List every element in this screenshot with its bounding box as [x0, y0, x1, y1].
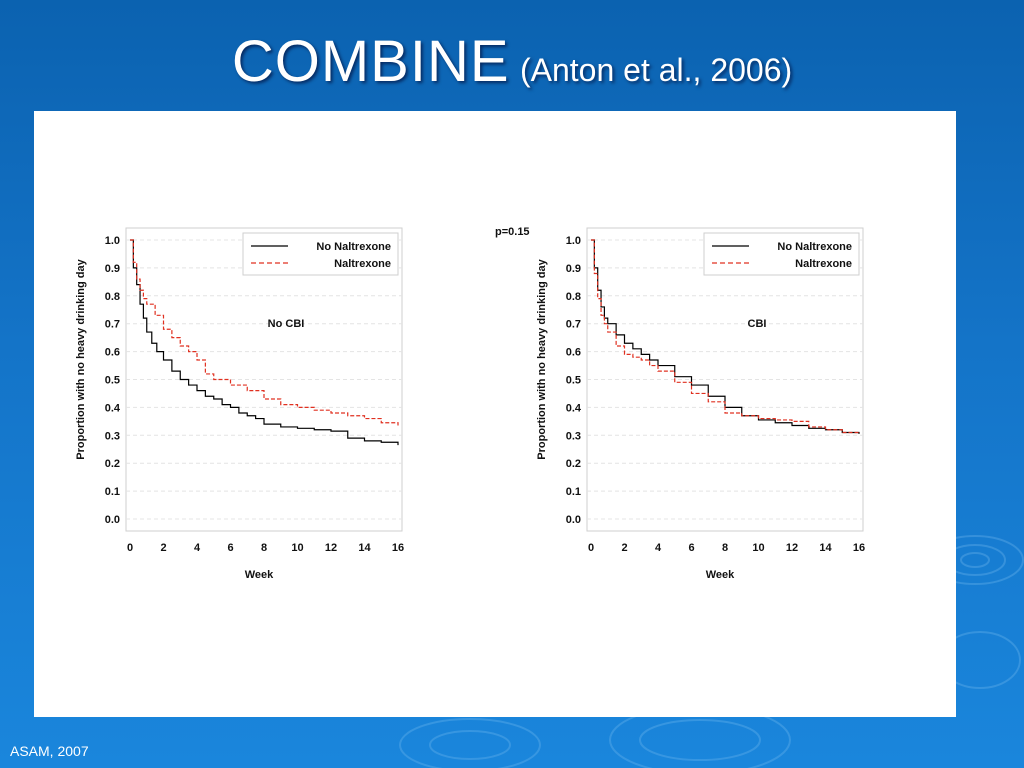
x-tick-label: 6: [227, 542, 233, 554]
y-tick-label: 0.6: [105, 347, 120, 359]
y-tick-label: 0.0: [566, 514, 581, 526]
chart-1: 0.0 0.1 0.2 0.3 0.4 0.5 0.6 0.7 0.8 0.9 1.0 0 2 4 6 8 10…: [75, 227, 404, 581]
y-tick-label: 0.0: [105, 514, 120, 526]
x-tick-label: 8: [261, 542, 267, 554]
x-tick-label: 0: [588, 542, 594, 554]
series-line-no-naltrexone: [130, 239, 399, 446]
y-tick-label: 0.6: [566, 347, 581, 359]
x-tick-label: 10: [752, 542, 764, 554]
title-main: COMBINE: [231, 29, 510, 94]
slide-title: COMBINE (Anton et al., 2006): [0, 28, 1024, 95]
x-tick-label: 16: [392, 542, 404, 554]
x-tick-label: 16: [853, 542, 865, 554]
x-axis-label: Week: [245, 569, 274, 581]
x-tick-label: 12: [786, 542, 798, 554]
x-tick-label: 8: [722, 542, 728, 554]
title-citation: (Anton et al., 2006): [519, 52, 793, 88]
y-tick-label: 0.1: [566, 486, 581, 498]
panel-label: No CBI: [268, 318, 305, 330]
y-tick-label: 1.0: [105, 235, 120, 247]
x-tick-label: 10: [291, 542, 303, 554]
legend-box: [242, 232, 399, 276]
panel-label: CBI: [748, 318, 767, 330]
figure-panel: 0.0 0.1 0.2 0.3 0.4 0.5 0.6 0.7 0.8 0.9 1.0 0 2 4 6 8 10…: [34, 111, 956, 717]
y-tick-label: 0.1: [105, 486, 120, 498]
y-tick-label: 0.4: [566, 402, 582, 414]
y-tick-label: 0.7: [105, 319, 120, 331]
y-tick-label: 0.2: [105, 458, 120, 470]
y-axis-label: Proportion with no heavy drinking day: [75, 258, 87, 459]
x-axis-label: Week: [706, 569, 735, 581]
y-tick-label: 0.9: [105, 263, 120, 275]
x-tick-label: 6: [688, 542, 694, 554]
legend-label: Naltrexone: [795, 258, 852, 270]
legend-label: No Naltrexone: [777, 241, 852, 253]
survival-charts: 0.0 0.1 0.2 0.3 0.4 0.5 0.6 0.7 0.8 0.9 1.0 0 2 4 6 8 10…: [75, 226, 865, 581]
y-axis-label: Proportion with no heavy drinking day: [536, 258, 548, 459]
chart-2: 0.0 0.1 0.2 0.3 0.4 0.5 0.6 0.7 0.8 0.9 1.0 0 2 4 6 8 10…: [495, 226, 865, 581]
x-tick-label: 2: [160, 542, 166, 554]
y-tick-label: 0.8: [566, 291, 581, 303]
x-tick-label: 14: [819, 542, 832, 554]
y-tick-label: 0.4: [105, 402, 121, 414]
x-tick-label: 4: [194, 542, 201, 554]
x-tick-label: 4: [655, 542, 662, 554]
x-tick-label: 14: [358, 542, 371, 554]
x-tick-label: 0: [127, 542, 133, 554]
legend-label: Naltrexone: [334, 258, 391, 270]
x-tick-label: 2: [621, 542, 627, 554]
x-tick-label: 12: [325, 542, 337, 554]
y-tick-label: 0.3: [566, 430, 581, 442]
y-tick-label: 0.9: [566, 263, 581, 275]
y-tick-label: 1.0: [566, 235, 581, 247]
y-tick-label: 0.5: [105, 375, 120, 387]
p-value-annotation: p=0.15: [495, 226, 530, 238]
legend-box: [703, 232, 860, 276]
y-tick-label: 0.5: [566, 375, 581, 387]
series-line-naltrexone: [130, 239, 399, 426]
series-line-naltrexone: [591, 239, 860, 434]
y-tick-label: 0.8: [105, 291, 120, 303]
y-tick-label: 0.2: [566, 458, 581, 470]
legend-label: No Naltrexone: [316, 241, 391, 253]
y-tick-label: 0.7: [566, 319, 581, 331]
footer-credit: ASAM, 2007: [10, 743, 89, 759]
y-tick-label: 0.3: [105, 430, 120, 442]
series-line-no-naltrexone: [591, 239, 860, 434]
